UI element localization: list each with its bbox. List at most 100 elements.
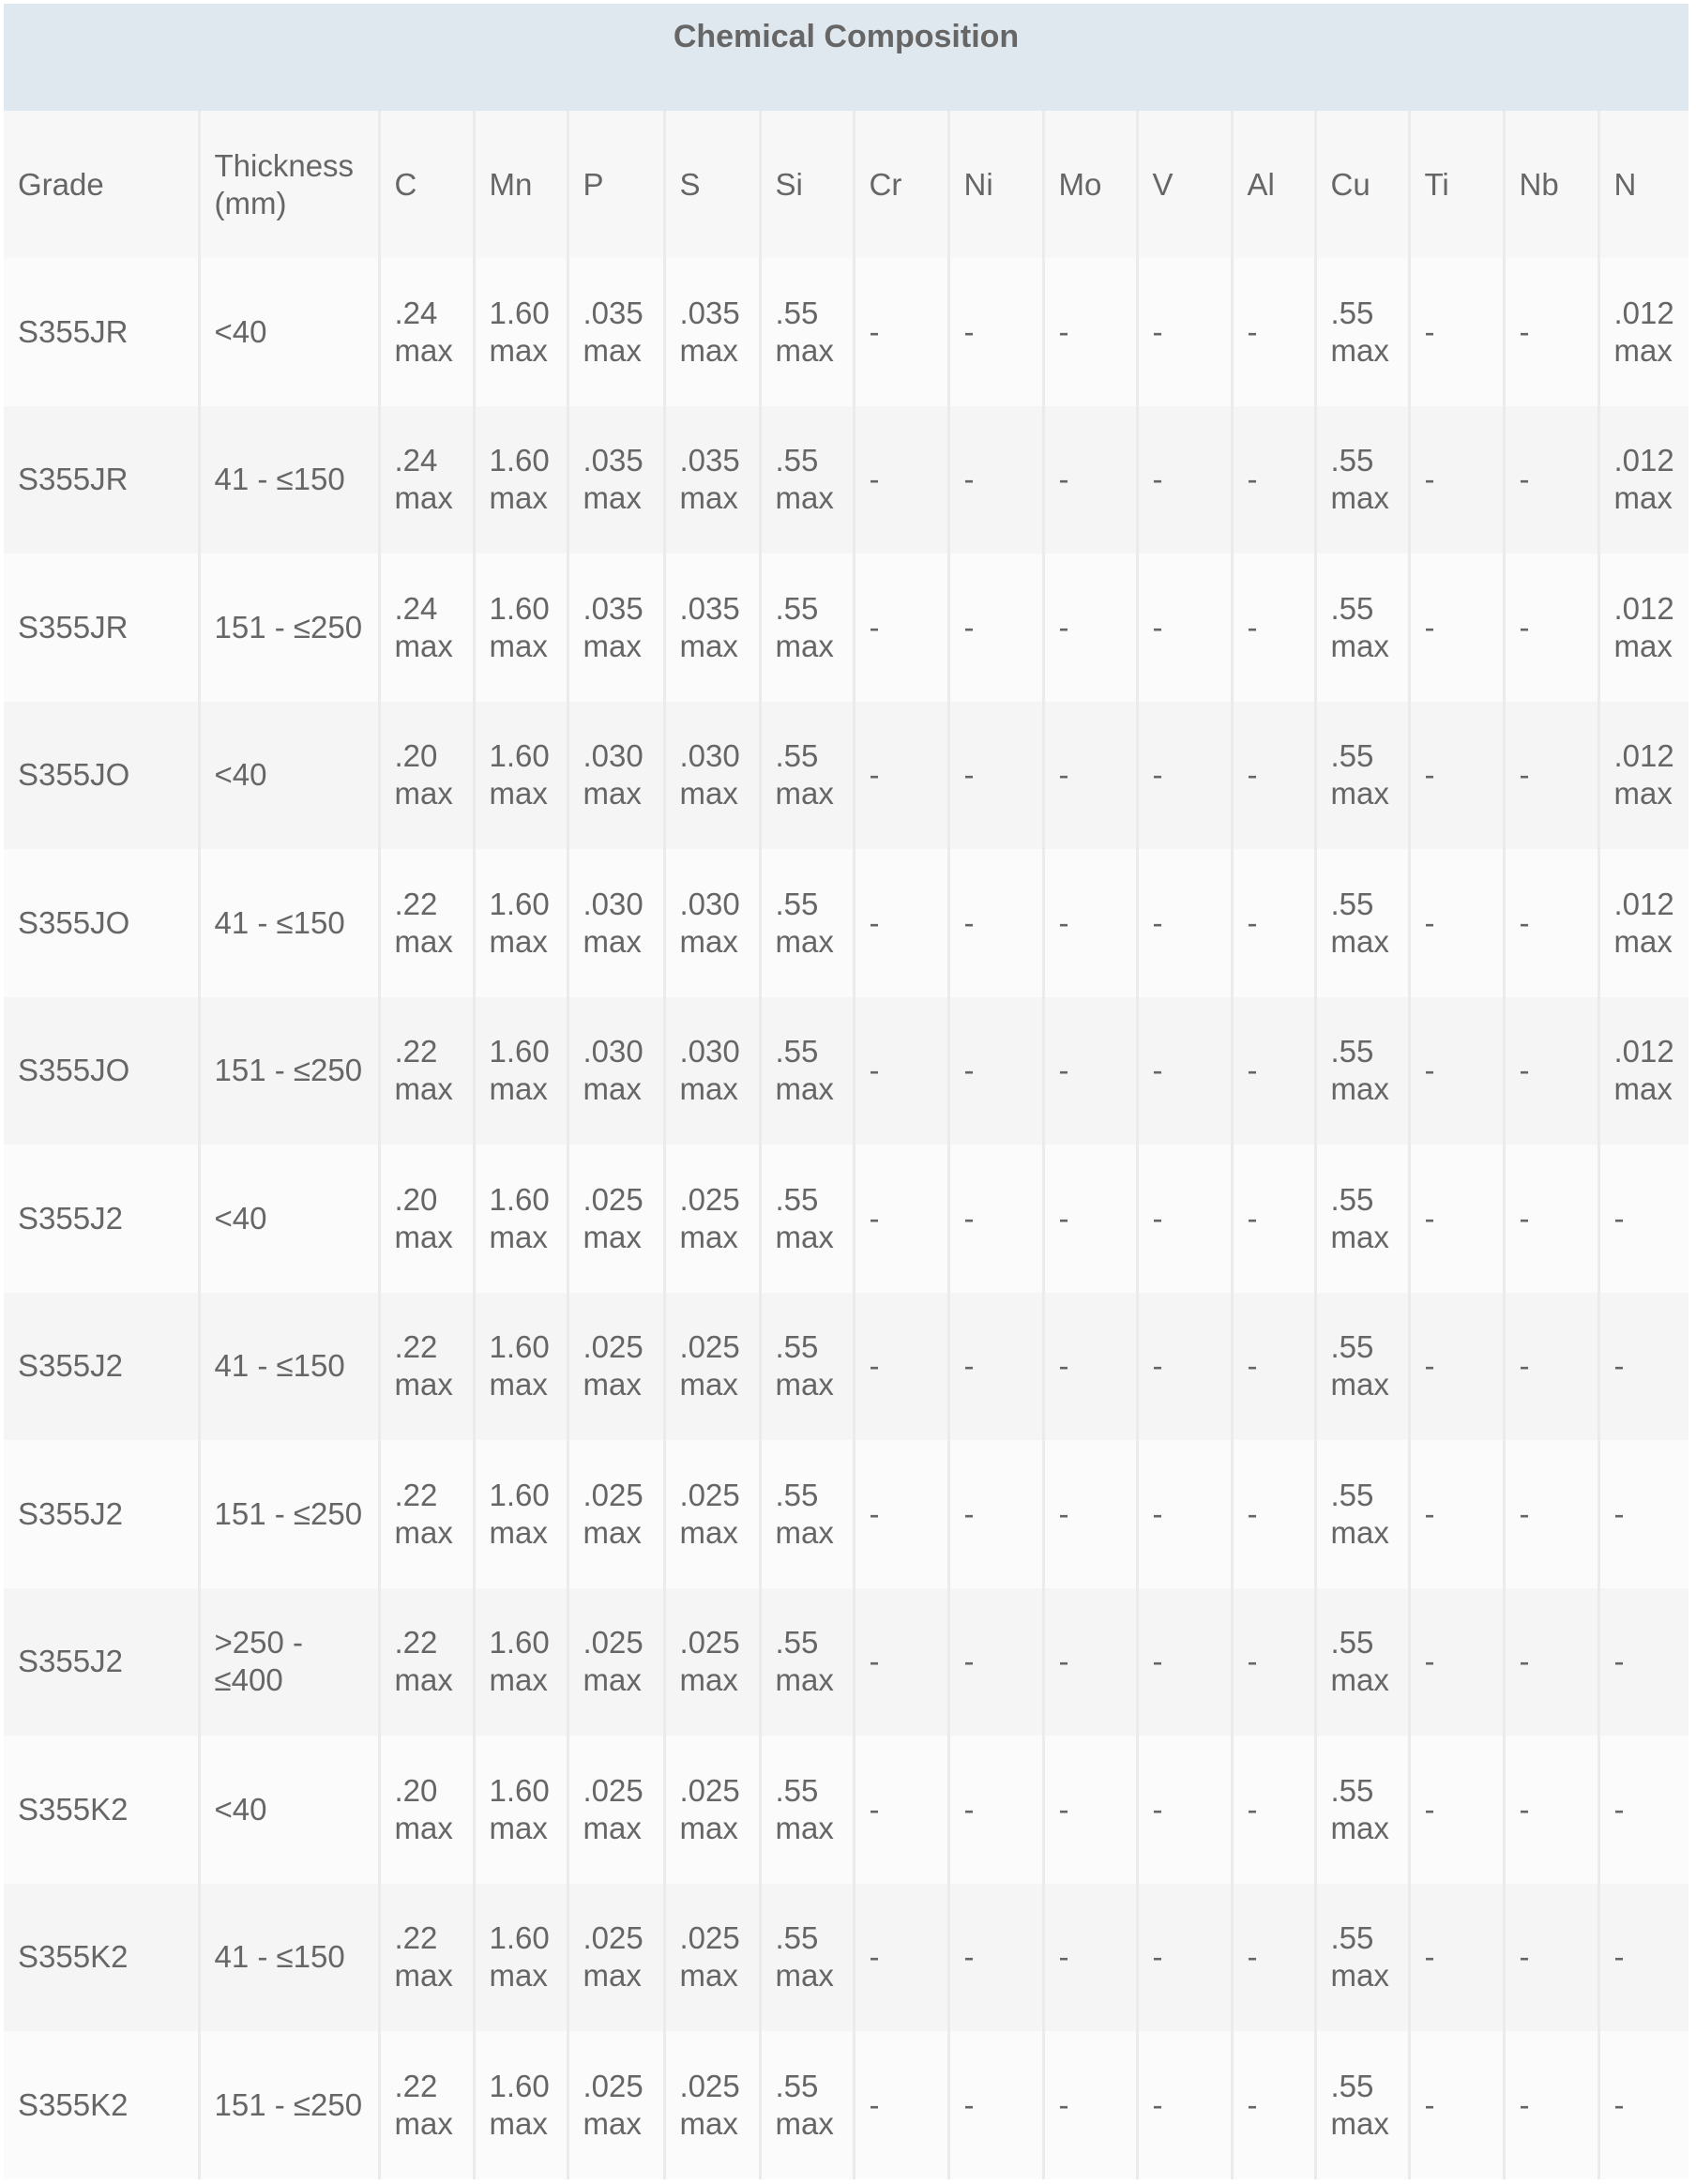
table-cell: S355K2 bbox=[18, 1791, 129, 1827]
table-cell: - bbox=[1597, 1145, 1688, 1293]
table-cell: - bbox=[1041, 554, 1137, 702]
table-cell: - bbox=[1135, 258, 1232, 406]
column-header: S bbox=[662, 111, 760, 258]
table-cell: - bbox=[1230, 1883, 1315, 2031]
table-cell: - bbox=[1597, 1587, 1688, 1736]
table-cell: - bbox=[852, 996, 948, 1145]
table-cell: - bbox=[1407, 554, 1504, 702]
table-cell: .55 max bbox=[758, 1587, 854, 1736]
table-cell: .012 max bbox=[1597, 258, 1688, 406]
column-header: Cr bbox=[852, 111, 948, 258]
table-cell: - bbox=[1597, 1736, 1688, 1884]
table-cell: - bbox=[1041, 1292, 1137, 1440]
column-header: Thickness (mm) bbox=[197, 111, 379, 258]
table-cell: .55 max bbox=[758, 2031, 854, 2179]
table-cell: .55 max bbox=[1313, 1145, 1409, 1293]
table-cell: .55 max bbox=[1313, 1587, 1409, 1736]
table-cell: 151 - ≤250 bbox=[197, 996, 379, 1145]
table-cell: .035 max bbox=[662, 405, 760, 554]
table-cell: .035 max bbox=[662, 554, 760, 702]
table-cell: .035 max bbox=[662, 258, 760, 406]
table-cell: .012 max bbox=[1597, 996, 1688, 1145]
table-cell: - bbox=[1135, 1883, 1232, 2031]
table-cell: - bbox=[1407, 405, 1504, 554]
table-cell: S355J2 bbox=[18, 1200, 123, 1236]
table-row: S355JO 41 - ≤150.22 max 1.60 max .030 max .0… bbox=[4, 849, 1688, 997]
table-cell: - bbox=[1230, 1736, 1315, 1884]
table-cell: .55 max bbox=[1313, 405, 1409, 554]
table-title: Chemical Composition bbox=[673, 19, 1020, 54]
table-row: S355K2 151 - ≤250.22 max 1.60 max .025 max.… bbox=[4, 2031, 1688, 2179]
table-cell: - bbox=[1407, 996, 1504, 1145]
table-cell: - bbox=[1041, 2031, 1137, 2179]
table-cell: S355JR bbox=[18, 462, 129, 497]
table-row: S355J2 >250 - ≤400.22 max 1.60 max .025 max… bbox=[4, 1587, 1688, 1736]
table-cell: - bbox=[946, 1145, 1043, 1293]
table-cell: .22 max bbox=[377, 996, 474, 1145]
table-cell: .20 max bbox=[377, 1736, 474, 1884]
table-cell: - bbox=[1041, 996, 1137, 1145]
table-cell: 1.60 max bbox=[472, 701, 568, 849]
table-cell: - bbox=[1135, 701, 1232, 849]
table-cell: <40 bbox=[197, 701, 379, 849]
chemical-composition-table: Grade Thickness (mm) C Mn P S Si Cr Ni Mo V Al Cu Ti N… bbox=[4, 111, 1688, 2179]
column-header: N bbox=[1597, 111, 1688, 258]
table-cell: - bbox=[1502, 405, 1598, 554]
table-cell: - bbox=[1407, 1440, 1504, 1588]
table-row: S355JR <40.24 max 1.60 max .035 max .035 max… bbox=[4, 258, 1688, 406]
table-cell: .030 max bbox=[566, 996, 664, 1145]
table-row: S355JR 41 - ≤150.24 max 1.60 max .035 max .0… bbox=[4, 405, 1688, 554]
table-cell: 1.60 max bbox=[472, 554, 568, 702]
table-cell: - bbox=[1502, 701, 1598, 849]
table-cell: .22 max bbox=[377, 1883, 474, 2031]
table-cell: .55 max bbox=[1313, 258, 1409, 406]
table-cell: 151 - ≤250 bbox=[197, 2031, 379, 2179]
table-cell: .030 max bbox=[662, 849, 760, 997]
table-cell: .025 max bbox=[566, 2031, 664, 2179]
table-cell: - bbox=[1597, 1440, 1688, 1588]
table-cell: - bbox=[852, 1440, 948, 1588]
table-cell: S355JR bbox=[18, 609, 129, 645]
table-cell: - bbox=[852, 405, 948, 554]
table-cell: .24 max bbox=[377, 258, 474, 406]
table-cell: 41 - ≤150 bbox=[197, 849, 379, 997]
table-cell: .025 max bbox=[662, 1292, 760, 1440]
table-cell: - bbox=[1407, 1587, 1504, 1736]
table-cell: - bbox=[1502, 258, 1598, 406]
table-row: S355JO <40.20 max 1.60 max .030 max .030 max… bbox=[4, 701, 1688, 849]
table-cell: 1.60 max bbox=[472, 2031, 568, 2179]
table-cell: - bbox=[1230, 996, 1315, 1145]
table-row: S355K2 <40.20 max 1.60 max .025 max .025 max… bbox=[4, 1736, 1688, 1884]
table-cell: - bbox=[946, 2031, 1043, 2179]
table-cell: .55 max bbox=[1313, 1736, 1409, 1884]
table-cell: - bbox=[1230, 849, 1315, 997]
table-cell: - bbox=[1135, 1736, 1232, 1884]
table-cell: - bbox=[1041, 1145, 1137, 1293]
table-cell: - bbox=[1135, 2031, 1232, 2179]
table-cell: - bbox=[1502, 1883, 1598, 2031]
table-cell: S355J2 bbox=[18, 1495, 123, 1531]
table-cell: 1.60 max bbox=[472, 996, 568, 1145]
table-cell: <40 bbox=[197, 1145, 379, 1293]
column-header: Ni bbox=[946, 111, 1043, 258]
table-cell: .20 max bbox=[377, 1145, 474, 1293]
table-cell: 151 - ≤250 bbox=[197, 1440, 379, 1588]
table-cell: - bbox=[1407, 258, 1504, 406]
table-cell: .22 max bbox=[377, 2031, 474, 2179]
table-cell: .22 max bbox=[377, 1292, 474, 1440]
table-cell: - bbox=[1230, 1292, 1315, 1440]
table-cell: 1.60 max bbox=[472, 1883, 568, 2031]
table-cell: - bbox=[1407, 2031, 1504, 2179]
table-cell: - bbox=[1407, 1883, 1504, 2031]
table-cell: .55 max bbox=[1313, 849, 1409, 997]
table-cell: .55 max bbox=[758, 258, 854, 406]
table-cell: S355JR bbox=[18, 313, 129, 349]
table-cell: - bbox=[1407, 1292, 1504, 1440]
table-cell: - bbox=[1041, 405, 1137, 554]
table-cell: S355J2 bbox=[18, 1348, 123, 1384]
table-cell: - bbox=[1597, 1292, 1688, 1440]
column-header: C bbox=[377, 111, 474, 258]
table-cell: .20 max bbox=[377, 701, 474, 849]
table-cell: - bbox=[1041, 1587, 1137, 1736]
table-cell: - bbox=[1135, 849, 1232, 997]
